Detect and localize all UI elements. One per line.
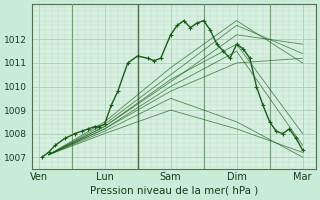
X-axis label: Pression niveau de la mer( hPa ): Pression niveau de la mer( hPa ) (90, 186, 258, 196)
